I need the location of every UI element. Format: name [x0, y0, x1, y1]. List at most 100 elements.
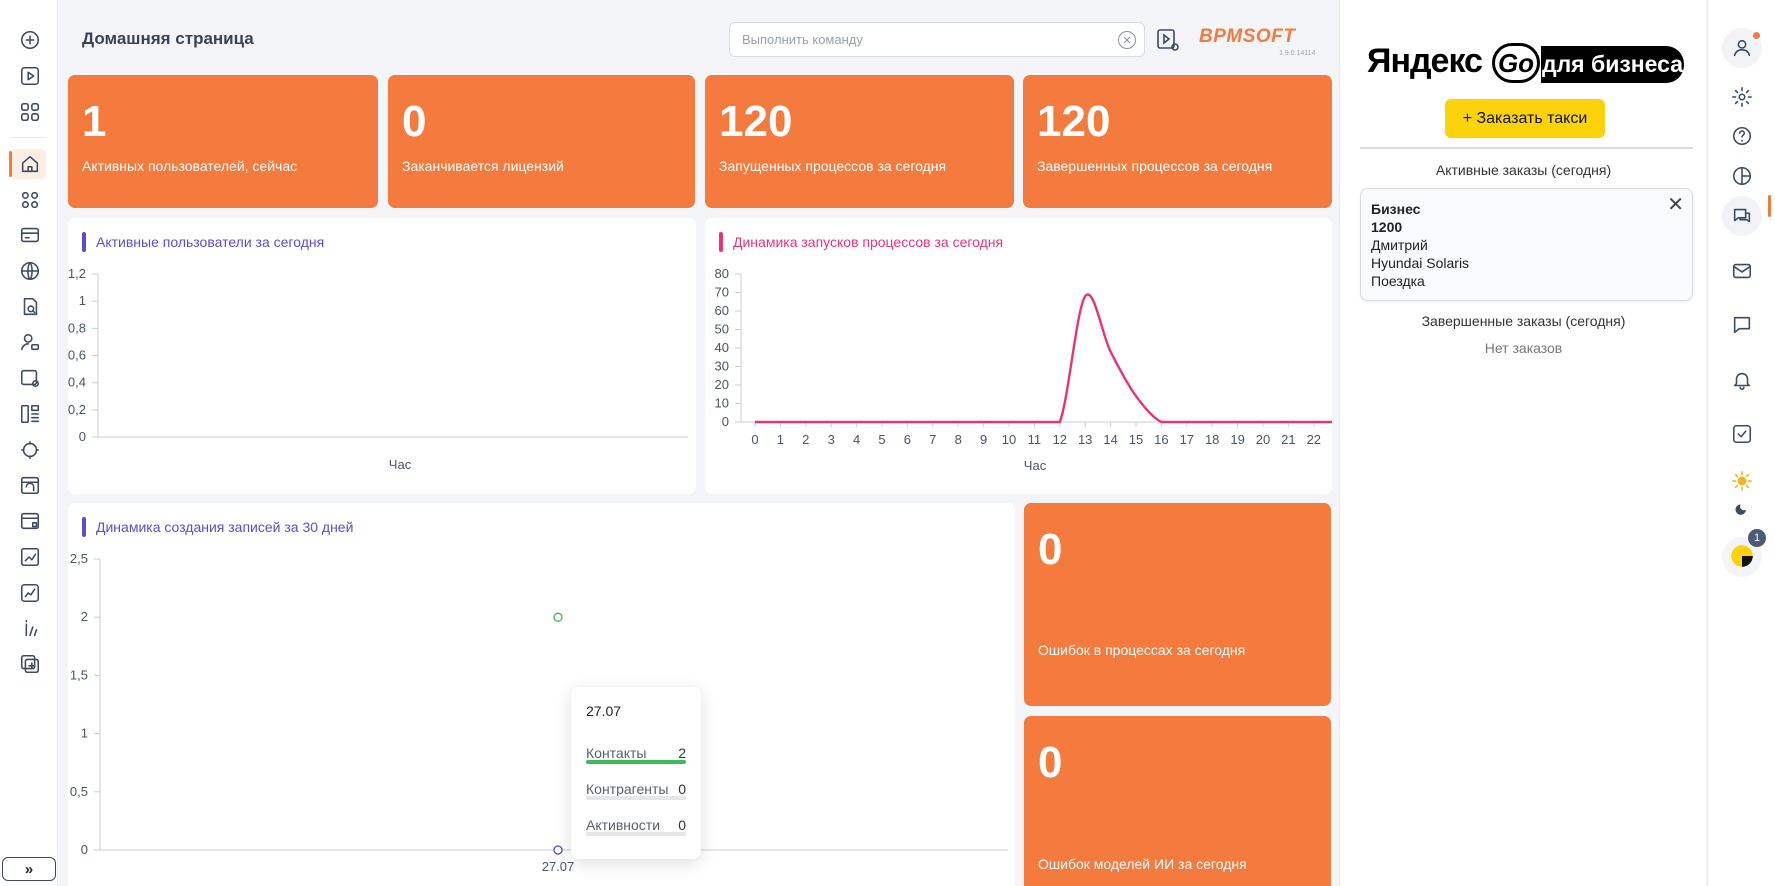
- x-tick-label: 6: [904, 432, 911, 447]
- tooltip-bar: [586, 796, 686, 800]
- tooltip-row: Активности 0: [586, 817, 686, 833]
- analytics-icon[interactable]: [17, 580, 43, 606]
- y-tick-label: 60: [715, 303, 729, 318]
- stat-label: Запущенных процессов за сегодня: [719, 158, 947, 174]
- edit-chart-icon[interactable]: [17, 544, 43, 570]
- stat-label: Заканчивается лицензий: [402, 158, 564, 174]
- x-tick-label: 7: [929, 432, 936, 447]
- cards-icon[interactable]: [17, 222, 43, 248]
- settings-icon[interactable]: [1729, 84, 1755, 110]
- y-tick-label: 50: [715, 322, 729, 337]
- stat-label: Ошибок моделей ИИ за сегодня: [1038, 856, 1247, 872]
- stat-ai-model-errors[interactable]: 0 Ошибок моделей ИИ за сегодня: [1024, 716, 1331, 886]
- stat-value: 1: [82, 97, 107, 146]
- x-tick-label: 8: [955, 432, 962, 447]
- chart-title: Динамика запусков процессов за сегодня: [719, 232, 1003, 252]
- stat-active-users[interactable]: 1 Активных пользователей, сейчас: [68, 75, 378, 208]
- mail-icon[interactable]: [1729, 258, 1755, 284]
- x-tick-label: 17: [1180, 432, 1194, 447]
- y-tick-label: 80: [715, 266, 729, 281]
- right-icon-bar: 1: [1707, 0, 1775, 886]
- yandex-go-app-icon[interactable]: [1729, 543, 1755, 569]
- dashboard-icon[interactable]: [1729, 163, 1755, 189]
- chat-icon[interactable]: [1729, 203, 1755, 229]
- y-tick-label: 30: [715, 359, 729, 374]
- tooltip-row: Контрагенты 0: [586, 781, 686, 797]
- command-input[interactable]: [730, 23, 1090, 56]
- x-axis-label: Час: [1024, 458, 1047, 473]
- task-icon[interactable]: [1729, 421, 1755, 447]
- calendar-icon[interactable]: [17, 472, 43, 498]
- gear-chart-icon[interactable]: [17, 437, 43, 463]
- y-tick-label: 0,2: [68, 402, 86, 417]
- brand-logo: BPMSOFT: [1199, 26, 1296, 47]
- x-tick-label: 27.07: [542, 859, 575, 874]
- x-tick-label: 15: [1129, 432, 1143, 447]
- tooltip-bar: [586, 832, 686, 836]
- bell-icon[interactable]: [1729, 367, 1755, 393]
- x-tick-label: 22: [1307, 432, 1321, 447]
- x-tick-label: 9: [980, 432, 987, 447]
- x-tick-label: 0: [751, 432, 758, 447]
- expand-sidebar-button[interactable]: »: [2, 857, 56, 881]
- add-icon[interactable]: [17, 27, 43, 53]
- x-tick-label: 3: [828, 432, 835, 447]
- browser-icon[interactable]: [17, 508, 43, 534]
- message-icon[interactable]: [1729, 312, 1755, 338]
- x-tick-label: 4: [853, 432, 860, 447]
- apps-icon[interactable]: [17, 99, 43, 125]
- stat-value: 0: [1038, 525, 1063, 574]
- home-icon[interactable]: [17, 151, 43, 177]
- sun-icon[interactable]: [1729, 468, 1755, 494]
- yandex-business-logo: для бизнеса: [1541, 46, 1684, 83]
- user-profile-icon[interactable]: [1729, 35, 1755, 61]
- help-icon[interactable]: [1729, 123, 1755, 149]
- tooltip-value: 2: [678, 745, 686, 761]
- y-tick-label: 0,8: [68, 320, 86, 335]
- play-icon[interactable]: [17, 63, 43, 89]
- close-icon[interactable]: ✕: [1667, 194, 1684, 216]
- clear-icon[interactable]: ✕: [1118, 31, 1136, 49]
- x-tick-label: 13: [1078, 432, 1092, 447]
- ai-icon[interactable]: [17, 615, 43, 641]
- document-search-icon[interactable]: [17, 294, 43, 320]
- stat-value: 0: [402, 97, 427, 146]
- tooltip-label: Активности: [586, 817, 661, 833]
- divider: [1360, 147, 1693, 149]
- tooltip-value: 0: [678, 817, 686, 833]
- order-driver: Дмитрий: [1371, 237, 1428, 253]
- y-tick-label: 0: [722, 414, 729, 429]
- y-tick-label: 0,4: [68, 375, 86, 390]
- done-orders-title: Завершенные заказы (сегодня): [1421, 313, 1626, 329]
- layout-icon[interactable]: [17, 401, 43, 427]
- x-tick-label: 1: [777, 432, 784, 447]
- modules-icon[interactable]: [17, 187, 43, 213]
- x-axis-label: Час: [389, 457, 412, 472]
- y-tick-label: 2,5: [70, 551, 88, 566]
- moon-icon[interactable]: [1729, 496, 1755, 522]
- stat-label: Завершенных процессов за сегодня: [1037, 158, 1273, 174]
- tooltip-label: Контакты: [586, 745, 647, 761]
- stat-started-processes[interactable]: 120 Запущенных процессов за сегодня: [705, 75, 1014, 208]
- stat-expiring-licenses[interactable]: 0 Заканчивается лицензий: [388, 75, 695, 208]
- taxi-panel: Яндекс Go для бизнеса + Заказать такси А…: [1339, 0, 1706, 886]
- y-tick-label: 40: [715, 340, 729, 355]
- globe-icon[interactable]: [17, 258, 43, 284]
- series-line: [755, 293, 1332, 424]
- add-window-icon[interactable]: [17, 651, 43, 677]
- order-taxi-button[interactable]: + Заказать такси: [1445, 99, 1605, 138]
- tooltip-row: Контакты 2: [586, 745, 686, 761]
- run-command-icon[interactable]: [1156, 28, 1180, 52]
- stat-process-errors[interactable]: 0 Ошибок в процессах за сегодня: [1024, 503, 1331, 706]
- y-tick-label: 0,6: [68, 348, 86, 363]
- y-tick-label: 20: [715, 377, 729, 392]
- x-tick-label: 19: [1230, 432, 1244, 447]
- data-point: [553, 612, 563, 622]
- chart-active-users: 0 0,2 0,4 0,6 0,8 1 1,2 Час: [68, 266, 688, 472]
- active-order-card[interactable]: Бизнес 1200 Дмитрий Hyundai Solaris Поез…: [1360, 188, 1693, 301]
- user-lock-icon[interactable]: [17, 329, 43, 355]
- y-tick-label: 10: [715, 396, 729, 411]
- stat-finished-processes[interactable]: 120 Завершенных процессов за сегодня: [1023, 75, 1332, 208]
- window-settings-icon[interactable]: [17, 365, 43, 391]
